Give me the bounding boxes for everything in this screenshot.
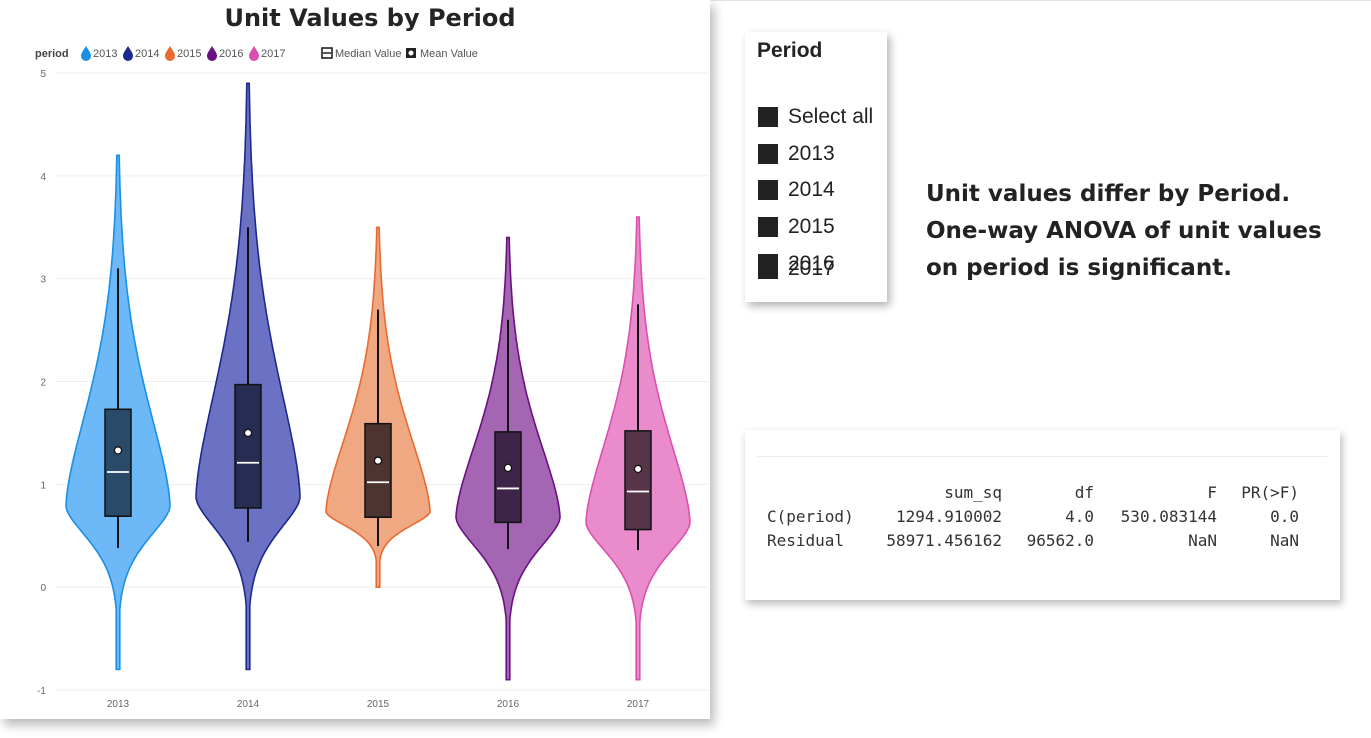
anova-table: sum_sq df F PR(>F) C(period) 1294.910002… bbox=[767, 480, 1299, 552]
legend-title: period bbox=[35, 48, 69, 60]
mean-marker-2016 bbox=[503, 463, 513, 473]
legend-item-label: 2015 bbox=[177, 48, 201, 60]
legend-item-label: 2014 bbox=[135, 48, 159, 60]
insight-line-3: on period is significant. bbox=[926, 255, 1232, 281]
column-header: df bbox=[1074, 482, 1094, 502]
table-row: C(period) 1294.910002 4.0 530.083144 0.0 bbox=[767, 504, 1299, 528]
box-2013 bbox=[104, 408, 132, 517]
checkbox-icon[interactable] bbox=[758, 259, 778, 279]
box-2016 bbox=[494, 431, 522, 524]
insight-text: Unit values differ by Period. One-way AN… bbox=[926, 176, 1346, 287]
column-header: PR(>F) bbox=[1241, 482, 1299, 502]
table-cell: 0.0 bbox=[1270, 506, 1299, 526]
legend-item-label: 2016 bbox=[219, 48, 243, 60]
checkbox-icon[interactable] bbox=[758, 107, 778, 127]
legend-item-label: 2013 bbox=[93, 48, 117, 60]
slicer-item-label: 2017 bbox=[788, 257, 835, 280]
table-cell: 4.0 bbox=[1065, 506, 1094, 526]
table-cell: 58971.456162 bbox=[886, 530, 1002, 550]
table-cell: 96562.0 bbox=[1026, 530, 1094, 550]
mean-marker-2013 bbox=[113, 446, 123, 455]
box-2014 bbox=[234, 383, 262, 509]
legend-marker-icon bbox=[123, 46, 133, 61]
y-tick-label: 2 bbox=[40, 378, 46, 389]
y-tick-label: -1 bbox=[37, 686, 46, 697]
mean-marker-2014 bbox=[243, 428, 253, 438]
x-tick-label: 2014 bbox=[237, 699, 260, 710]
slicer-item-label: 2014 bbox=[788, 178, 835, 201]
slicer-item-select-all[interactable]: Select all bbox=[758, 104, 873, 130]
table-cell: NaN bbox=[1270, 530, 1299, 550]
slicer-item-label: 2016 bbox=[788, 252, 835, 275]
insight-line-1: Unit values differ by Period. bbox=[926, 181, 1291, 207]
y-tick-label: 1 bbox=[40, 480, 46, 491]
y-tick-label: 0 bbox=[40, 583, 46, 594]
y-tick-label: 4 bbox=[40, 172, 46, 183]
legend-item-label: Median Value bbox=[335, 48, 401, 60]
slicer-item-label: 2015 bbox=[788, 215, 835, 238]
slicer-title: Period bbox=[757, 39, 823, 62]
table-row: Residual 58971.456162 96562.0 NaN NaN bbox=[767, 528, 1299, 552]
legend-marker-icon bbox=[81, 46, 91, 61]
column-header: F bbox=[1207, 482, 1217, 502]
legend-item-label: Mean Value bbox=[420, 48, 478, 60]
box-2015 bbox=[364, 422, 392, 518]
anova-table-visual: sum_sq df F PR(>F) C(period) 1294.910002… bbox=[745, 430, 1340, 600]
x-tick-label: 2016 bbox=[497, 699, 520, 710]
chart-title: Unit Values by Period bbox=[224, 4, 515, 32]
table-header-row: sum_sq df F PR(>F) bbox=[767, 480, 1299, 504]
insight-line-2: One-way ANOVA of unit values bbox=[926, 218, 1322, 244]
table-cell: Residual bbox=[767, 530, 845, 550]
violin-chart-visual[interactable]: Unit Values by Period period 2013 2014 2015 2… bbox=[0, 0, 710, 719]
y-tick-label: 3 bbox=[40, 275, 46, 286]
slicer-item-2013[interactable]: 2013 bbox=[758, 141, 835, 167]
column-header: sum_sq bbox=[944, 482, 1002, 502]
box-2017 bbox=[624, 430, 652, 531]
table-cell: NaN bbox=[1188, 530, 1217, 550]
slicer-item-2014[interactable]: 2014 bbox=[758, 177, 835, 203]
checkbox-icon[interactable] bbox=[758, 180, 778, 200]
y-tick-label: 5 bbox=[40, 69, 46, 80]
mean-legend-dot bbox=[408, 50, 414, 56]
slicer-item-2017[interactable]: 2017 bbox=[758, 256, 835, 282]
legend-marker-icon bbox=[165, 46, 175, 61]
mean-marker-2015 bbox=[373, 456, 383, 465]
divider bbox=[757, 456, 1327, 457]
table-cell: C(period) bbox=[767, 506, 854, 526]
legend-marker-icon bbox=[207, 46, 217, 61]
slicer-item-label: Select all bbox=[788, 105, 874, 128]
period-slicer[interactable]: Period Select all 2013 2014 2015 2016 bbox=[745, 32, 887, 302]
mean-marker-2017 bbox=[633, 464, 643, 474]
column-header bbox=[767, 480, 867, 504]
x-tick-label: 2017 bbox=[627, 699, 650, 710]
x-tick-label: 2013 bbox=[107, 699, 130, 710]
slicer-item-label: 2013 bbox=[788, 142, 835, 165]
slicer-item-2015[interactable]: 2015 bbox=[758, 214, 835, 240]
legend-item-label: 2017 bbox=[261, 48, 285, 60]
table-cell: 1294.910002 bbox=[896, 506, 1002, 526]
table-cell: 530.083144 bbox=[1120, 506, 1217, 526]
checkbox-icon[interactable] bbox=[758, 217, 778, 237]
checkbox-icon[interactable] bbox=[758, 144, 778, 164]
legend-marker-icon bbox=[249, 46, 259, 61]
x-tick-label: 2015 bbox=[367, 699, 390, 710]
